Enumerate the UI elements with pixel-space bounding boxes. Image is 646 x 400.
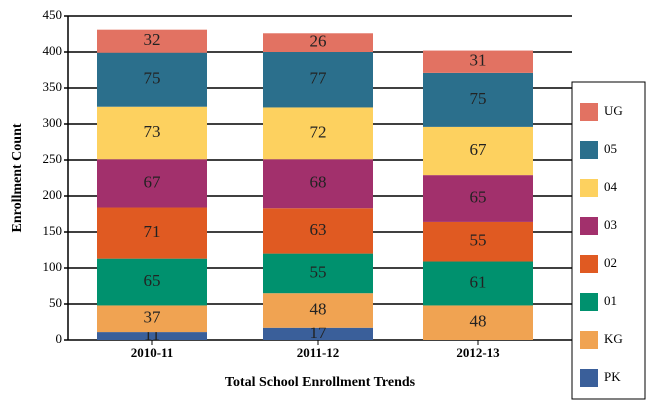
legend-label: KG: [604, 331, 623, 346]
bar-segment: [423, 221, 533, 262]
legend-label: 01: [604, 293, 617, 308]
data-label: 65: [144, 271, 161, 290]
data-label: 48: [310, 299, 327, 318]
data-label: 75: [144, 69, 161, 88]
y-tick-label: 150: [43, 223, 63, 238]
data-label: 77: [310, 69, 328, 88]
bar-segment: [97, 305, 207, 333]
legend-swatch: [580, 331, 598, 349]
legend-box: [571, 81, 646, 400]
legend-label: 05: [604, 141, 617, 156]
bar-segment: [263, 33, 373, 52]
bar-segment: [263, 159, 373, 209]
bar-segment: [263, 293, 373, 328]
data-label: 48: [470, 312, 487, 331]
legend-swatch: [580, 217, 598, 235]
data-label: 61: [470, 272, 487, 291]
legend-swatch: [580, 179, 598, 197]
data-label: 31: [470, 51, 487, 70]
data-label: 68: [310, 173, 327, 192]
bar-segment: [97, 52, 207, 107]
bar-segment: [423, 261, 533, 306]
bar-segment: [423, 126, 533, 176]
data-label: 55: [310, 262, 327, 281]
data-label: 32: [144, 30, 161, 49]
bar-segment: [97, 258, 207, 306]
y-tick-label: 200: [43, 187, 63, 202]
legend-label: 02: [604, 255, 617, 270]
data-label: 26: [310, 32, 327, 51]
bar-segment: [263, 52, 373, 108]
x-tick-label: 2012-13: [456, 345, 500, 360]
x-axis-label: Total School Enrollment Trends: [225, 375, 416, 390]
data-label: 73: [144, 122, 161, 141]
data-label: 63: [310, 220, 327, 239]
legend-swatch: [580, 293, 598, 311]
bar-segment: [97, 106, 207, 160]
data-label: 72: [310, 122, 327, 141]
data-label: 71: [144, 222, 161, 241]
data-label: 55: [470, 231, 487, 250]
bar-segment: [423, 50, 533, 73]
bar-segment: [97, 207, 207, 259]
y-tick-label: 450: [43, 7, 63, 22]
legend-swatch: [580, 369, 598, 387]
bar-segment: [423, 72, 533, 127]
bar-segment: [423, 305, 533, 340]
bar-segment: [263, 327, 373, 340]
y-tick-label: 50: [49, 295, 62, 310]
bar-segment: [263, 253, 373, 294]
x-tick-label: 2011-12: [297, 345, 340, 360]
legend-swatch: [580, 255, 598, 273]
legend-swatch: [580, 141, 598, 159]
y-tick-label: 300: [43, 115, 63, 130]
data-label: 37: [144, 308, 162, 327]
legend-label: PK: [604, 369, 621, 384]
data-label: 65: [470, 187, 487, 206]
legend-swatch: [580, 103, 598, 121]
legend-label: 03: [604, 217, 617, 232]
y-tick-label: 250: [43, 151, 63, 166]
bar-segment: [97, 332, 207, 340]
bar-segment: [423, 175, 533, 222]
data-label: 67: [144, 172, 162, 191]
bar-segment: [97, 159, 207, 208]
data-label: 75: [470, 89, 487, 108]
x-tick-label: 2010-11: [131, 345, 174, 360]
y-tick-label: 100: [43, 259, 63, 274]
bar-segment: [263, 208, 373, 254]
y-tick-label: 400: [43, 43, 63, 58]
data-label: 67: [470, 140, 488, 159]
bar-segment: [263, 107, 373, 160]
bar-segment: [97, 29, 207, 53]
legend-label: 04: [604, 179, 618, 194]
legend-label: UG: [604, 103, 623, 118]
y-tick-label: 350: [43, 79, 63, 94]
y-tick-label: 0: [56, 331, 63, 346]
y-axis-label: Enrollment Count: [10, 123, 25, 232]
